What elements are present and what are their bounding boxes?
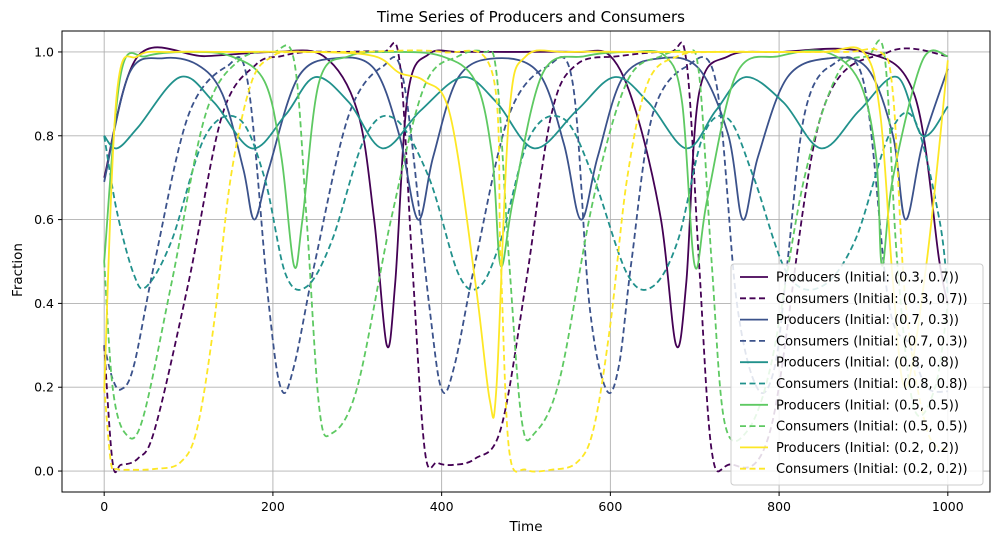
plot-frame — [61, 30, 991, 493]
x-tick-label: 1000 — [932, 499, 964, 514]
x-axis-title: Time — [508, 519, 542, 535]
legend-label: Producers (Initial: (0.2, 0.2)) — [776, 441, 959, 456]
legend-label: Consumers (Initial: (0.3, 0.7)) — [776, 292, 968, 307]
y-tick-label: 0.4 — [34, 296, 54, 311]
legend-label: Producers (Initial: (0.8, 0.8)) — [776, 356, 959, 371]
legend-label: Producers (Initial: (0.7, 0.3)) — [776, 313, 959, 328]
x-tick-label: 0 — [100, 499, 108, 514]
series-line-9 — [103, 46, 949, 419]
series-line-8 — [103, 39, 949, 443]
legend-label: Producers (Initial: (0.5, 0.5)) — [776, 398, 959, 413]
legend: Producers (Initial: (0.3, 0.7)) Consumers… — [730, 263, 984, 486]
y-tick-label: 0.2 — [34, 380, 54, 395]
tick-layer: 0 200 400 600 800 1000 0.0 0.2 0.4 0.6 0.8 1.0 — [34, 44, 964, 514]
chart-title: Time Series of Producers and Consumers — [376, 8, 685, 26]
y-tick-label: 1.0 — [34, 44, 54, 59]
series-line-7 — [103, 49, 949, 270]
y-tick-label: 0.0 — [34, 464, 54, 479]
y-tick-label: 0.6 — [34, 212, 54, 227]
x-tick-label: 400 — [430, 499, 454, 514]
y-tick-label: 0.8 — [34, 128, 54, 143]
series-line-4 — [103, 56, 948, 395]
legend-label: Consumers (Initial: (0.7, 0.3)) — [776, 334, 968, 349]
legend-label: Consumers (Initial: (0.5, 0.5)) — [776, 420, 968, 435]
y-axis-title: Fraction — [10, 243, 26, 297]
x-tick-label: 800 — [767, 499, 791, 514]
series-line-3 — [103, 56, 949, 221]
legend-label: Consumers (Initial: (0.2, 0.2)) — [776, 462, 968, 477]
legend-label: Consumers (Initial: (0.8, 0.8)) — [776, 377, 968, 392]
x-tick-label: 200 — [261, 499, 285, 514]
x-tick-label: 600 — [598, 499, 622, 514]
legend-box — [730, 263, 984, 486]
series-line-5 — [103, 75, 949, 150]
series-line-10 — [103, 47, 949, 473]
legend-label: Producers (Initial: (0.3, 0.7)) — [776, 271, 959, 286]
